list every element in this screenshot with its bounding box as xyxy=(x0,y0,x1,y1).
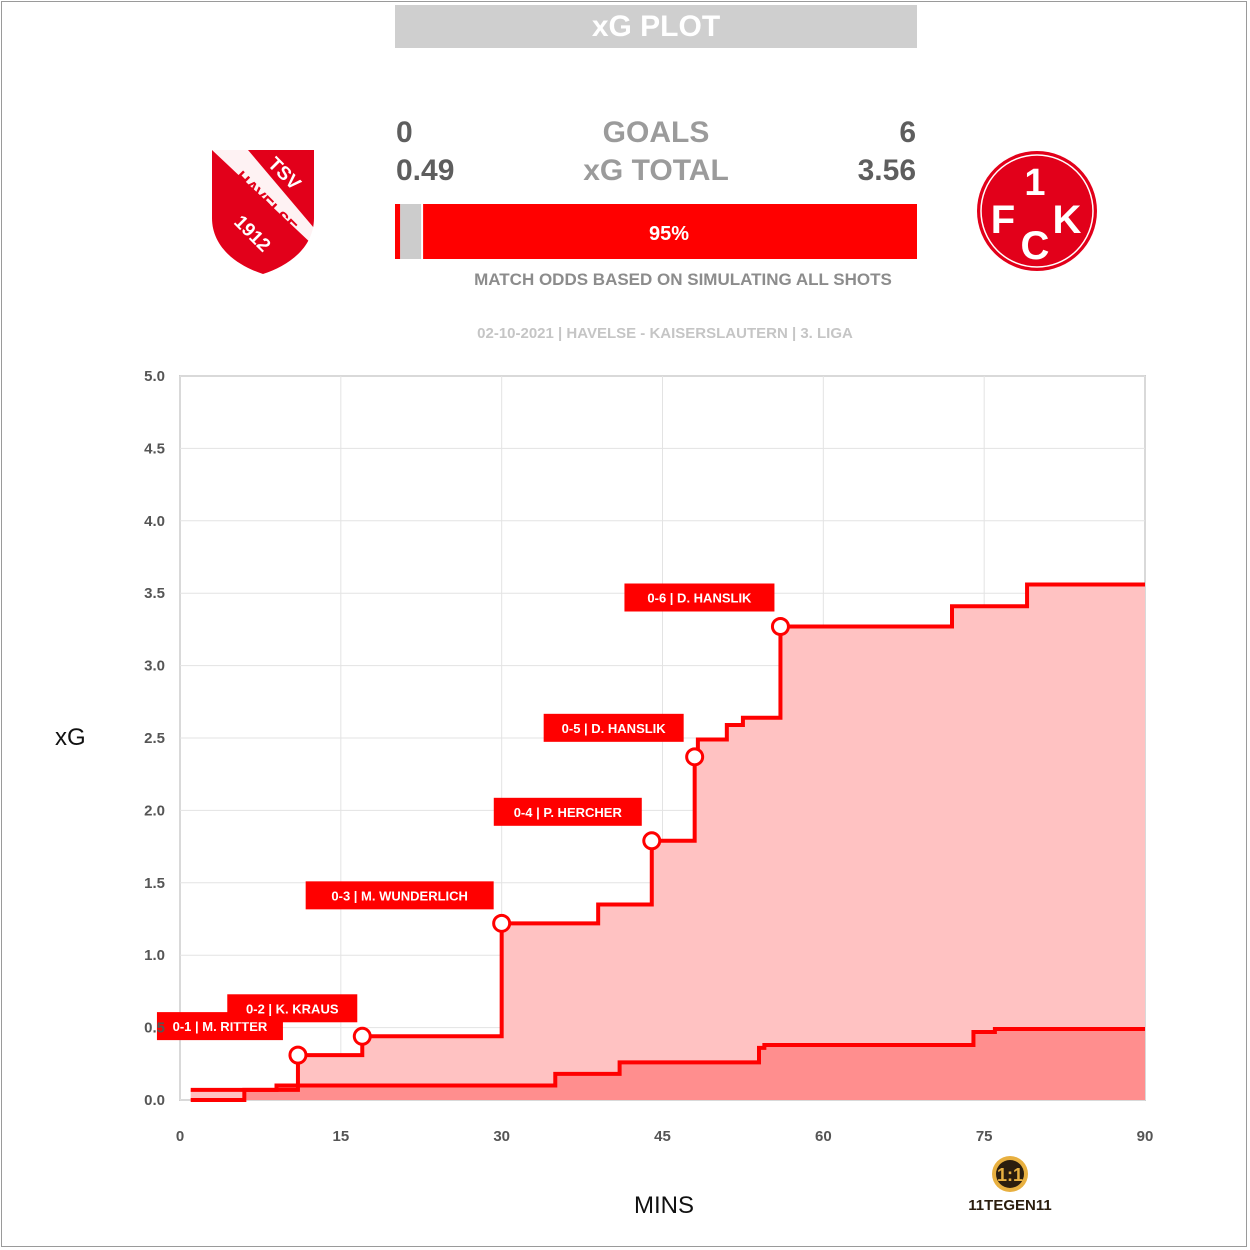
y-tick-label: 5.0 xyxy=(144,368,165,385)
svg-text:1:1: 1:1 xyxy=(997,1165,1023,1185)
goal-annotation: 0-4 | P. HERCHER xyxy=(493,797,642,826)
y-tick-label: 4.0 xyxy=(144,513,165,530)
match-info: 02-10-2021 | HAVELSE - KAISERSLAUTERN | … xyxy=(477,325,853,342)
goal-marker xyxy=(685,747,705,767)
odds-home-segment xyxy=(395,204,401,259)
home-xg-line xyxy=(190,1027,1145,1102)
y-axis-label: xG xyxy=(55,724,86,751)
kaiserslautern-logo: 1 F K C xyxy=(977,151,1097,271)
goal-marker xyxy=(770,617,790,637)
x-tick-label: 0 xyxy=(176,1128,184,1145)
odds-draw-segment xyxy=(400,204,422,259)
goal-annotation: 0-3 | M. WUNDERLICH xyxy=(305,881,494,910)
goal-marker xyxy=(288,1045,308,1065)
away-xg-total: 3.56 xyxy=(857,154,916,187)
goal-annotation: 0-2 | K. KRAUS xyxy=(227,994,358,1023)
x-axis-label: MINS xyxy=(634,1192,694,1219)
goal-annotation-box xyxy=(493,797,642,826)
goal-annotation-box xyxy=(624,583,775,612)
svg-text:C: C xyxy=(1021,224,1050,268)
svg-text:K: K xyxy=(1053,198,1082,242)
goal-annotation-label: 0-3 | M. WUNDERLICH xyxy=(331,888,468,903)
goal-annotation-box xyxy=(543,713,684,742)
odds-caption: MATCH ODDS BASED ON SIMULATING ALL SHOTS xyxy=(474,270,892,289)
y-tick-label: 0.5 xyxy=(144,1020,165,1037)
y-tick-label: 0.0 xyxy=(144,1092,165,1109)
xg-total-label: xG TOTAL xyxy=(583,154,729,187)
goal-annotation-label: 0-2 | K. KRAUS xyxy=(246,1001,339,1016)
havelse-logo: TSV HAVELSE 1912 xyxy=(212,150,314,274)
odds-away-label: 95% xyxy=(649,223,689,245)
y-tick-label: 3.5 xyxy=(144,585,165,602)
y-tick-label: 4.5 xyxy=(144,440,165,457)
y-tick-label: 2.5 xyxy=(144,730,165,747)
goal-annotation-box xyxy=(305,881,494,910)
goal-annotation: 0-6 | D. HANSLIK xyxy=(624,583,775,612)
y-tick-label: 1.0 xyxy=(144,947,165,964)
x-tick-label: 60 xyxy=(815,1128,832,1145)
x-tick-label: 75 xyxy=(976,1128,993,1145)
goal-annotation-label: 0-5 | D. HANSLIK xyxy=(562,721,667,736)
y-tick-label: 1.5 xyxy=(144,875,165,892)
x-tick-label: 15 xyxy=(332,1128,349,1145)
goal-annotation-label: 0-4 | P. HERCHER xyxy=(514,805,623,820)
svg-text:F: F xyxy=(991,198,1015,242)
x-tick-label: 45 xyxy=(654,1128,671,1145)
goal-annotation-label: 0-1 | M. RITTER xyxy=(173,1019,268,1034)
goal-marker xyxy=(352,1026,372,1046)
goals-label: GOALS xyxy=(602,116,710,149)
home-xg-total: 0.49 xyxy=(396,154,455,187)
odds-away-segment xyxy=(423,204,917,259)
match-odds-bar: 95% xyxy=(395,204,917,259)
page-title: xG PLOT xyxy=(395,5,917,48)
home-goals: 0 xyxy=(396,116,413,149)
y-tick-label: 3.0 xyxy=(144,658,165,675)
y-tick-label: 2.0 xyxy=(144,802,165,819)
svg-text:1: 1 xyxy=(1024,162,1045,204)
goal-annotation: 0-5 | D. HANSLIK xyxy=(543,713,684,742)
goal-annotation-box xyxy=(227,994,358,1023)
x-tick-label: 30 xyxy=(493,1128,510,1145)
goal-marker xyxy=(492,913,512,933)
goal-marker xyxy=(642,831,662,851)
svg-text:11TEGEN11: 11TEGEN11 xyxy=(968,1197,1051,1214)
away-goals: 6 xyxy=(899,116,916,149)
goal-annotation-label: 0-6 | D. HANSLIK xyxy=(647,591,752,606)
brand-logo: 1:1 11TEGEN11 xyxy=(968,1156,1052,1214)
x-tick-label: 90 xyxy=(1137,1128,1154,1145)
